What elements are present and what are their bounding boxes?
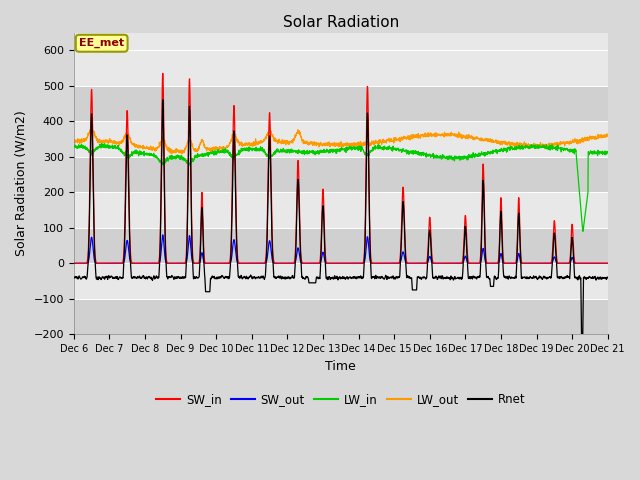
Rnet: [368, 275, 376, 281]
Bar: [74, 228, 608, 264]
SW_in: [368, 260, 376, 265]
SW_in: [572, 260, 579, 266]
LW_out: [497, 139, 504, 145]
Line: LW_in: LW_in: [74, 144, 608, 231]
LW_out: [220, 144, 227, 150]
SW_in: [356, 261, 364, 266]
Rnet: [219, 274, 227, 279]
SW_in: [159, 71, 166, 76]
SW_in: [604, 261, 612, 266]
LW_out: [572, 138, 580, 144]
SW_out: [356, 261, 364, 266]
Rnet: [496, 231, 504, 237]
Rnet: [572, 274, 579, 280]
Rnet: [557, 274, 564, 280]
LW_in: [368, 147, 376, 153]
LW_in: [496, 147, 504, 153]
LW_in: [98, 141, 106, 146]
Line: SW_out: SW_out: [74, 235, 608, 264]
LW_in: [356, 144, 364, 150]
SW_out: [159, 232, 166, 238]
SW_in: [70, 261, 77, 266]
Bar: [74, 86, 608, 121]
SW_out: [368, 260, 376, 266]
SW_in: [219, 261, 227, 266]
LW_in: [557, 144, 564, 150]
Rnet: [159, 97, 166, 103]
Title: Solar Radiation: Solar Radiation: [283, 15, 399, 30]
Line: Rnet: Rnet: [74, 100, 608, 334]
LW_out: [70, 140, 77, 145]
LW_in: [219, 147, 227, 153]
Bar: [74, 157, 608, 192]
Rnet: [356, 275, 364, 280]
LW_in: [572, 148, 579, 154]
X-axis label: Time: Time: [325, 360, 356, 372]
LW_in: [604, 149, 612, 155]
LW_out: [88, 126, 95, 132]
SW_in: [496, 222, 504, 228]
LW_out: [168, 151, 175, 157]
LW_out: [557, 141, 565, 147]
Rnet: [578, 331, 586, 337]
SW_out: [604, 261, 612, 266]
SW_out: [557, 261, 564, 266]
SW_out: [572, 261, 579, 266]
LW_out: [356, 139, 364, 144]
Line: SW_in: SW_in: [74, 73, 608, 264]
Rnet: [604, 275, 612, 280]
SW_out: [70, 261, 77, 266]
SW_out: [219, 261, 227, 266]
SW_in: [557, 261, 564, 266]
LW_out: [604, 132, 612, 138]
LW_in: [70, 144, 77, 149]
SW_out: [496, 255, 504, 261]
Bar: [74, 299, 608, 334]
Line: LW_out: LW_out: [74, 129, 608, 154]
Y-axis label: Solar Radiation (W/m2): Solar Radiation (W/m2): [15, 110, 28, 256]
Rnet: [70, 275, 77, 280]
Legend: SW_in, SW_out, LW_in, LW_out, Rnet: SW_in, SW_out, LW_in, LW_out, Rnet: [152, 388, 530, 411]
Text: EE_met: EE_met: [79, 38, 124, 48]
LW_out: [368, 141, 376, 146]
LW_in: [579, 228, 587, 234]
